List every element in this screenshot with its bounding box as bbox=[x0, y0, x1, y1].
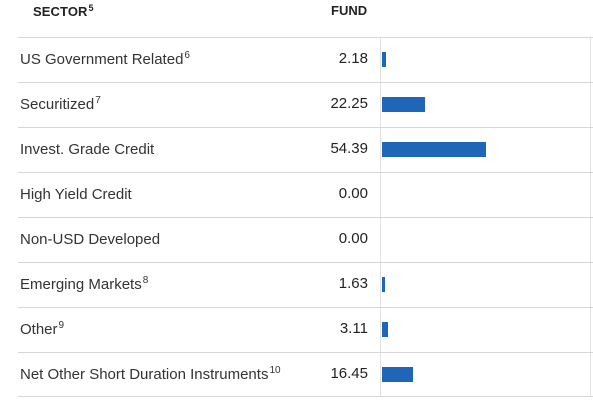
fund-value: 1.63 bbox=[338, 275, 368, 292]
sector-column-header: SECTOR5 bbox=[33, 3, 94, 19]
bar-track bbox=[382, 263, 590, 307]
table-row-net-other-short-duration: Net Other Short Duration Instruments10 1… bbox=[18, 352, 593, 397]
fund-value: 0.00 bbox=[338, 230, 368, 247]
table-row-securitized: Securitized7 22.25 bbox=[18, 82, 593, 127]
fund-bar bbox=[382, 367, 413, 382]
fund-bar bbox=[382, 97, 425, 112]
bar-track bbox=[382, 83, 590, 127]
fund-value: 54.39 bbox=[330, 140, 368, 157]
sector-label: Securitized7 bbox=[20, 95, 101, 113]
sector-label: High Yield Credit bbox=[20, 186, 132, 203]
footnote-ref[interactable]: 7 bbox=[95, 95, 101, 106]
bar-track bbox=[382, 38, 590, 82]
table-header: SECTOR5 FUND bbox=[0, 0, 593, 37]
fund-bar bbox=[382, 322, 388, 337]
table-row-us-government-related: US Government Related6 2.18 bbox=[18, 37, 593, 82]
fund-value: 0.00 bbox=[338, 185, 368, 202]
sector-header-footnote[interactable]: 5 bbox=[88, 3, 94, 13]
bar-track bbox=[382, 128, 590, 172]
fund-value: 3.11 bbox=[339, 320, 368, 337]
table-row-other: Other9 3.11 bbox=[18, 307, 593, 352]
table-row-non-usd-developed: Non-USD Developed 0.00 bbox=[18, 217, 593, 262]
fund-value: 2.18 bbox=[338, 50, 368, 67]
sector-label: Net Other Short Duration Instruments10 bbox=[20, 365, 281, 383]
footnote-ref[interactable]: 9 bbox=[58, 320, 65, 331]
sector-label: Other9 bbox=[20, 320, 65, 338]
footnote-ref[interactable]: 8 bbox=[142, 275, 149, 286]
table-row-invest-grade-credit: Invest. Grade Credit 54.39 bbox=[18, 127, 593, 172]
footnote-ref[interactable]: 10 bbox=[269, 365, 281, 376]
sector-label: Non-USD Developed bbox=[20, 231, 161, 248]
bar-track bbox=[382, 353, 590, 397]
fund-bar bbox=[382, 52, 386, 67]
fund-bar bbox=[382, 142, 486, 157]
sector-label: Emerging Markets8 bbox=[20, 275, 149, 293]
bar-track bbox=[382, 173, 590, 217]
sector-label: US Government Related6 bbox=[20, 50, 190, 68]
sector-label: Invest. Grade Credit bbox=[20, 141, 155, 158]
fund-value: 16.45 bbox=[330, 365, 368, 382]
table-row-high-yield-credit: High Yield Credit 0.00 bbox=[18, 172, 593, 217]
fund-bar bbox=[382, 277, 385, 292]
fund-column-header: FUND bbox=[331, 3, 368, 18]
footnote-ref[interactable]: 6 bbox=[184, 50, 190, 61]
bar-track bbox=[382, 308, 590, 352]
table-row-emerging-markets: Emerging Markets8 1.63 bbox=[18, 262, 593, 307]
fund-value: 22.25 bbox=[330, 95, 368, 112]
bar-track bbox=[382, 218, 590, 262]
